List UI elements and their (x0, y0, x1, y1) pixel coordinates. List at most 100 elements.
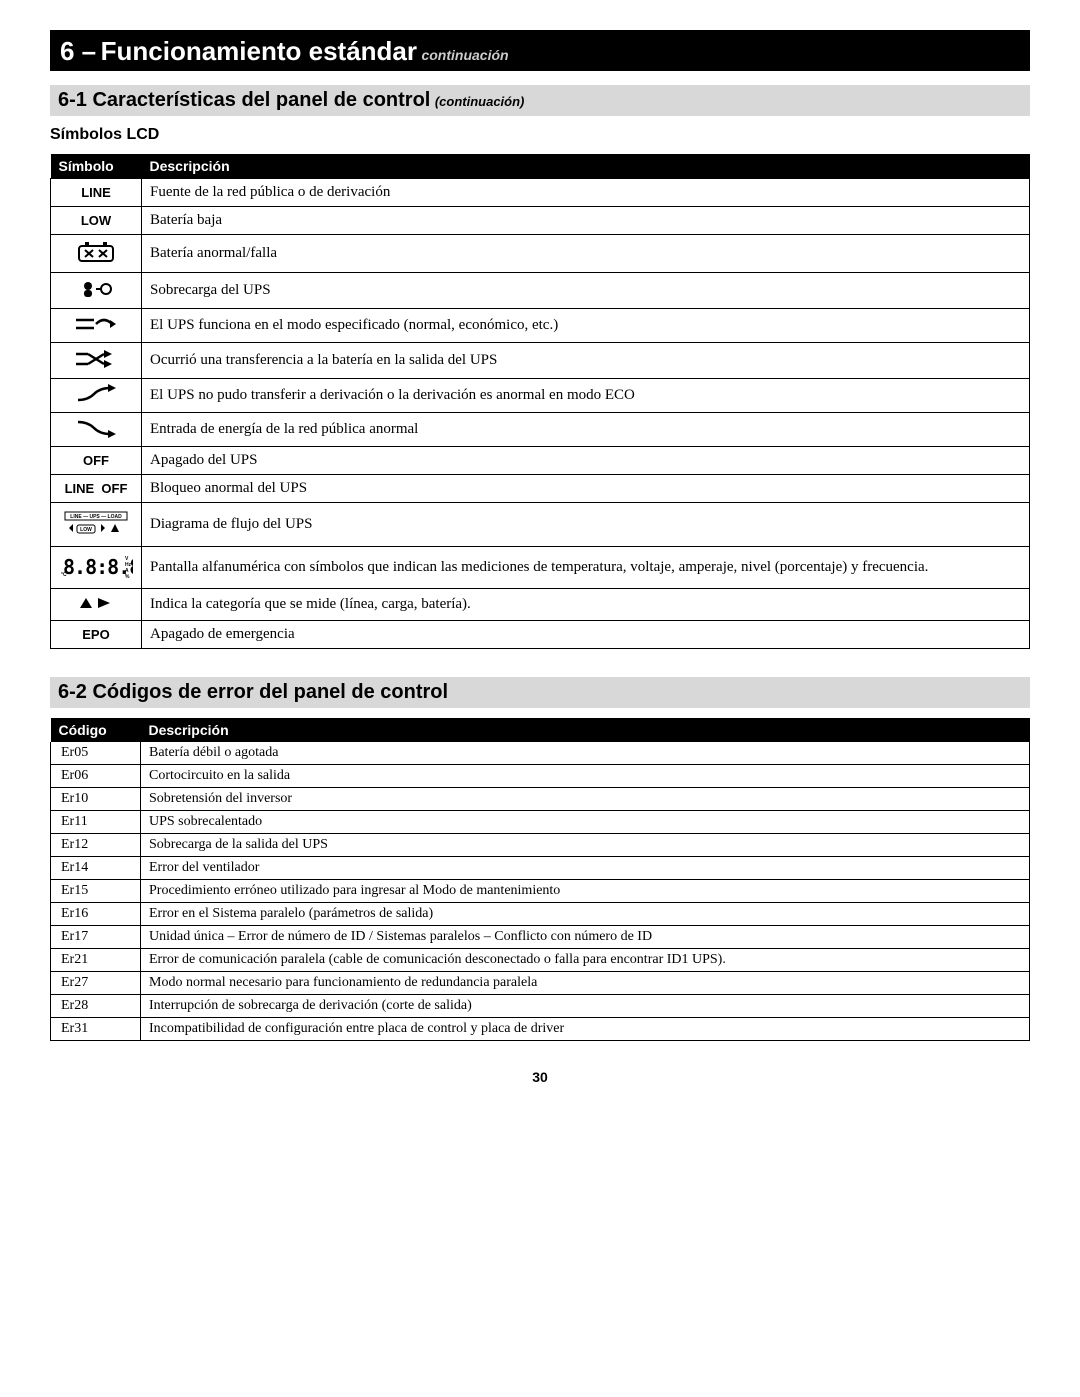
symbols-col-symbol: Símbolo (51, 154, 142, 179)
section-1-continued-label: (continuación) (435, 94, 525, 109)
table-row: OFF Apagado del UPS (51, 447, 1030, 475)
svg-text:°C: °C (61, 572, 67, 578)
error-code: Er31 (51, 1018, 141, 1041)
error-description: Batería débil o agotada (141, 742, 1030, 765)
table-row: Er17Unidad única – Error de número de ID… (51, 926, 1030, 949)
table-row: LINE OFF Bloqueo anormal del UPS (51, 475, 1030, 503)
symbol-cell: 8.8:8.8°CVHzA% (51, 547, 142, 589)
chapter-number: 6 – (60, 36, 96, 66)
svg-text:8.8:8.8: 8.8:8.8 (63, 555, 133, 579)
error-description: Interrupción de sobrecarga de derivación… (141, 995, 1030, 1018)
symbol-cell (51, 343, 142, 379)
table-row: Er14Error del ventilador (51, 857, 1030, 880)
triangles-icon (78, 600, 114, 615)
error-description: Incompatibilidad de configuración entre … (141, 1018, 1030, 1041)
error-code: Er10 (51, 788, 141, 811)
table-row: Entrada de energía de la red pública ano… (51, 413, 1030, 447)
symbol-description: Diagrama de flujo del UPS (142, 503, 1030, 547)
codes-col-description: Descripción (141, 718, 1030, 742)
symbol-cell (51, 413, 142, 447)
symbol-description: Bloqueo anormal del UPS (142, 475, 1030, 503)
table-row: Indica la categoría que se mide (línea, … (51, 589, 1030, 621)
symbol-cell (51, 379, 142, 413)
chapter-title: Funcionamiento estándar (101, 36, 417, 66)
svg-text:LINE — UPS — LOAD: LINE — UPS — LOAD (70, 514, 122, 520)
symbol-cell: LINE OFF (51, 475, 142, 503)
mode-arrow-icon (74, 322, 118, 337)
symbol-cell: LOW (51, 207, 142, 235)
symbol-description: Apagado del UPS (142, 447, 1030, 475)
error-codes-table: Código Descripción Er05Batería débil o a… (50, 718, 1030, 1041)
error-description: Modo normal necesario para funcionamient… (141, 972, 1030, 995)
error-code: Er06 (51, 765, 141, 788)
svg-text:%: % (125, 574, 130, 580)
lcd-symbols-subheading: Símbolos LCD (50, 126, 1030, 144)
flow-diagram-icon: LINE — UPS — LOADLOW (61, 526, 131, 541)
table-row: Er31Incompatibilidad de configuración en… (51, 1018, 1030, 1041)
section-2-title: 6-2 Códigos de error del panel de contro… (58, 681, 448, 703)
error-code: Er14 (51, 857, 141, 880)
error-code: Er12 (51, 834, 141, 857)
error-description: Sobretensión del inversor (141, 788, 1030, 811)
error-code: Er16 (51, 903, 141, 926)
symbol-description: Batería anormal/falla (142, 235, 1030, 273)
error-code: Er28 (51, 995, 141, 1018)
table-row: 8.8:8.8°CVHzA%Pantalla alfanumérica con … (51, 547, 1030, 589)
error-description: Procedimiento erróneo utilizado para ing… (141, 880, 1030, 903)
symbol-description: Entrada de energía de la red pública ano… (142, 413, 1030, 447)
table-row: Er12Sobrecarga de la salida del UPS (51, 834, 1030, 857)
symbol-text: EPO (82, 627, 109, 642)
symbols-col-description: Descripción (142, 154, 1030, 179)
page: 6 – Funcionamiento estándar continuación… (0, 0, 1080, 1125)
table-row: Er10Sobretensión del inversor (51, 788, 1030, 811)
overload-icon (78, 288, 114, 303)
symbol-description: Indica la categoría que se mide (línea, … (142, 589, 1030, 621)
table-row: LINE — UPS — LOADLOWDiagrama de flujo de… (51, 503, 1030, 547)
symbol-cell: OFF (51, 447, 142, 475)
error-code: Er17 (51, 926, 141, 949)
section-1-heading-bar: 6-1 Características del panel de control… (50, 85, 1030, 116)
seven-segment-icon: 8.8:8.8°CVHzA% (59, 568, 133, 583)
error-code: Er05 (51, 742, 141, 765)
table-row: El UPS funciona en el modo especificado … (51, 309, 1030, 343)
symbol-cell: LINE (51, 179, 142, 207)
symbol-text: OFF (83, 453, 109, 468)
table-row: Er27Modo normal necesario para funcionam… (51, 972, 1030, 995)
symbol-description: Fuente de la red pública o de derivación (142, 179, 1030, 207)
codes-col-code: Código (51, 718, 141, 742)
section-1-title: 6-1 Características del panel de control (58, 89, 430, 111)
symbol-text: LOW (81, 213, 111, 228)
symbol-description: Ocurrió una transferencia a la batería e… (142, 343, 1030, 379)
symbol-text: LINE OFF (65, 481, 128, 496)
wave-down-icon (74, 426, 118, 441)
symbol-cell (51, 273, 142, 309)
svg-text:LOW: LOW (80, 527, 92, 533)
symbol-cell (51, 589, 142, 621)
symbol-cell: EPO (51, 621, 142, 649)
chapter-heading-bar: 6 – Funcionamiento estándar continuación (50, 30, 1030, 71)
symbol-cell (51, 309, 142, 343)
error-description: Cortocircuito en la salida (141, 765, 1030, 788)
battery-fail-icon (76, 252, 116, 267)
section-2-heading-bar: 6-2 Códigos de error del panel de contro… (50, 677, 1030, 708)
error-code: Er15 (51, 880, 141, 903)
table-row: LINE Fuente de la red pública o de deriva… (51, 179, 1030, 207)
error-description: Sobrecarga de la salida del UPS (141, 834, 1030, 857)
table-row: LOWBatería baja (51, 207, 1030, 235)
error-description: UPS sobrecalentado (141, 811, 1030, 834)
symbol-cell (51, 235, 142, 273)
symbol-text: LINE (81, 185, 111, 200)
chapter-continued-label: continuación (421, 47, 508, 63)
table-row: Ocurrió una transferencia a la batería e… (51, 343, 1030, 379)
table-row: Er21Error de comunicación paralela (cabl… (51, 949, 1030, 972)
table-row: Er16Error en el Sistema paralelo (paráme… (51, 903, 1030, 926)
table-row: Er28Interrupción de sobrecarga de deriva… (51, 995, 1030, 1018)
table-row: Er15Procedimiento erróneo utilizado para… (51, 880, 1030, 903)
table-row: Sobrecarga del UPS (51, 273, 1030, 309)
table-row: Er06Cortocircuito en la salida (51, 765, 1030, 788)
table-row: El UPS no pudo transferir a derivación o… (51, 379, 1030, 413)
symbol-description: Apagado de emergencia (142, 621, 1030, 649)
error-code: Er11 (51, 811, 141, 834)
symbol-description: El UPS funciona en el modo especificado … (142, 309, 1030, 343)
lcd-symbols-table: Símbolo Descripción LINE Fuente de la red… (50, 154, 1030, 649)
